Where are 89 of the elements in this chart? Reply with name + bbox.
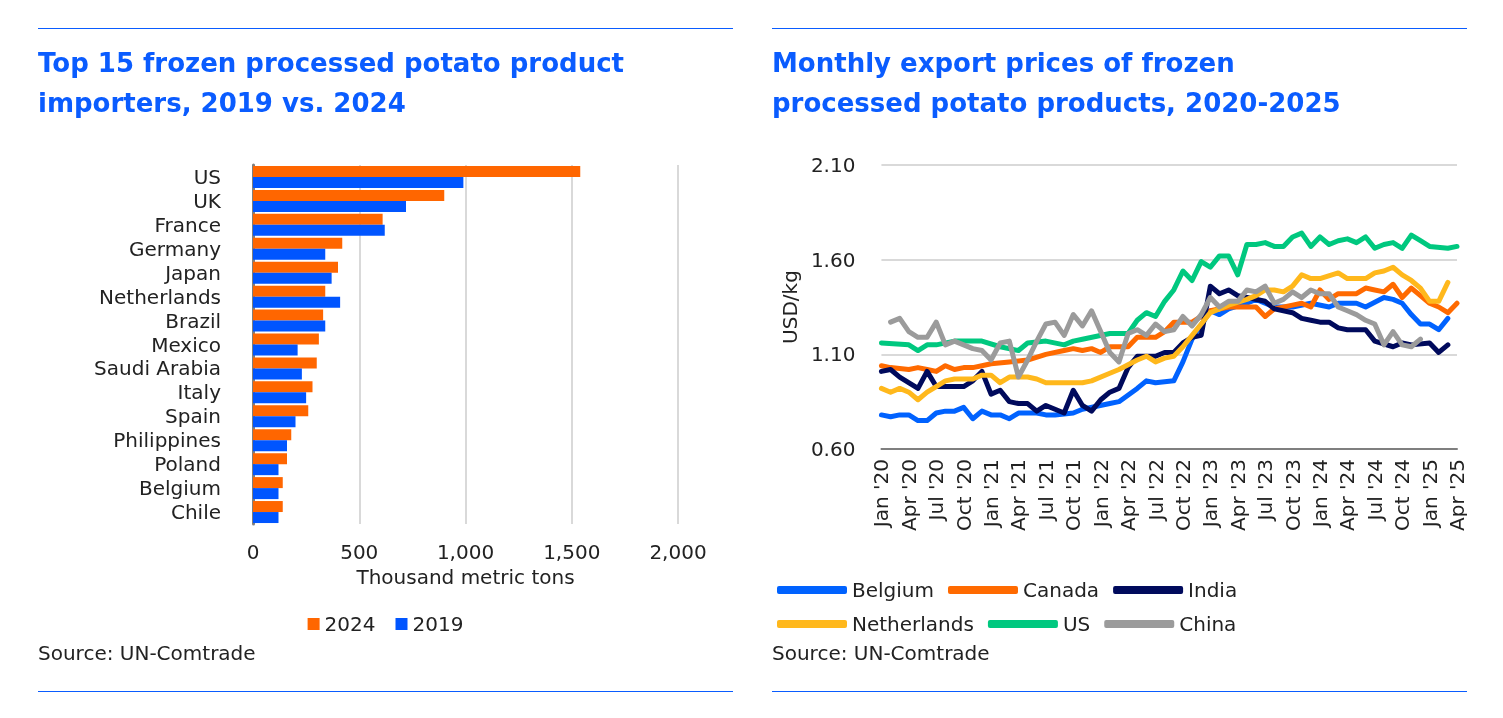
legend-label: 2024 xyxy=(324,612,376,636)
y-tick-label: Netherlands xyxy=(99,284,221,309)
x-tick-label: Jan '23 xyxy=(1198,459,1223,530)
x-tick-label: Jul '23 xyxy=(1253,459,1278,523)
chart-title: Monthly export prices of frozen processed potato products, 2020-2025 xyxy=(772,47,1342,120)
x-tick-label: Jul '20 xyxy=(924,459,949,523)
x-axis-title: Thousand metric tons xyxy=(355,564,575,589)
bar xyxy=(253,237,343,249)
bar xyxy=(253,296,341,308)
legend-label: China xyxy=(1179,612,1237,636)
y-tick-label: 2.10 xyxy=(810,153,856,177)
x-tick-label: Jan '22 xyxy=(1088,459,1113,530)
y-tick-label: Italy xyxy=(177,380,222,405)
bar xyxy=(253,488,279,500)
x-tick-label: 1,000 xyxy=(436,540,495,564)
source-note: Source: UN-Comtrade xyxy=(772,641,990,665)
bar xyxy=(253,285,326,297)
bar xyxy=(253,416,296,428)
y-tick-label: Chile xyxy=(170,500,221,525)
bar xyxy=(253,464,279,476)
x-tick-label: Oct '21 xyxy=(1061,459,1086,531)
bar xyxy=(253,453,287,465)
x-tick-label: Apr '24 xyxy=(1335,459,1360,531)
bar xyxy=(253,512,279,524)
legend-label: Belgium xyxy=(852,578,934,602)
x-tick-label: 1,500 xyxy=(543,540,601,564)
y-tick-label: UK xyxy=(193,188,222,213)
bar xyxy=(253,309,324,321)
legend-label: India xyxy=(1188,578,1238,602)
y-tick-label: Philippines xyxy=(113,428,221,453)
bar xyxy=(253,165,581,177)
y-tick-label: Mexico xyxy=(151,332,221,357)
x-tick-label: Apr '22 xyxy=(1116,459,1141,531)
x-tick-label: Jan '21 xyxy=(979,459,1004,530)
x-tick-label: 500 xyxy=(340,540,379,564)
bar xyxy=(253,344,298,356)
bar xyxy=(253,368,302,380)
y-tick-label: Spain xyxy=(165,404,221,429)
bar xyxy=(253,440,287,452)
y-tick-label: Japan xyxy=(163,260,221,285)
bar xyxy=(253,261,338,273)
bar xyxy=(253,189,445,201)
legend-label: Canada xyxy=(1022,578,1100,602)
bar xyxy=(253,213,383,225)
y-tick-label: Germany xyxy=(129,236,222,261)
x-tick-label: Jul '24 xyxy=(1362,459,1387,523)
x-tick-label: Jan '20 xyxy=(869,459,894,530)
legend-label: 2019 xyxy=(412,612,464,636)
y-tick-label: Belgium xyxy=(139,476,221,501)
bar xyxy=(253,224,385,236)
x-tick-label: Oct '24 xyxy=(1390,459,1415,531)
x-tick-label: Jul '22 xyxy=(1143,459,1168,523)
bar xyxy=(253,248,326,260)
y-tick-label: US xyxy=(193,164,221,189)
chart-title: Top 15 frozen processed potato product importers, 2019 vs. 2024 xyxy=(38,47,625,120)
bar xyxy=(253,333,319,345)
y-tick-label: 1.60 xyxy=(810,247,856,272)
y-tick-label: Brazil xyxy=(165,308,221,333)
x-tick-label: Jan '25 xyxy=(1417,459,1442,530)
bar xyxy=(253,405,309,417)
bar xyxy=(253,392,307,404)
x-tick-label: Oct '23 xyxy=(1280,459,1305,531)
y-tick-label: 0.60 xyxy=(810,437,856,461)
bar xyxy=(253,429,292,441)
x-tick-label: 0 xyxy=(246,540,260,564)
bar xyxy=(253,357,317,369)
legend-label: Netherlands xyxy=(852,612,974,636)
bar xyxy=(253,381,313,393)
y-axis-title: USD/kg xyxy=(778,270,802,344)
bar xyxy=(253,272,332,284)
x-tick-label: Jul '21 xyxy=(1033,459,1058,523)
x-tick-label: Jan '24 xyxy=(1307,459,1332,530)
y-tick-label: Poland xyxy=(154,452,221,477)
x-tick-label: Oct '22 xyxy=(1170,459,1195,531)
bar xyxy=(253,477,283,489)
x-tick-label: Apr '20 xyxy=(896,459,921,531)
legend-label: US xyxy=(1062,612,1091,636)
x-tick-label: Apr '21 xyxy=(1006,459,1031,531)
x-tick-label: 2,000 xyxy=(649,540,707,564)
y-tick-label: 1.10 xyxy=(810,342,856,367)
bar xyxy=(253,501,283,513)
source-note: Source: UN-Comtrade xyxy=(38,641,256,665)
bar xyxy=(253,200,406,212)
bar xyxy=(253,320,326,332)
x-tick-label: Apr '23 xyxy=(1225,459,1250,531)
y-tick-label: France xyxy=(154,212,221,237)
x-tick-label: Oct '20 xyxy=(951,459,976,531)
y-tick-label: Saudi Arabia xyxy=(94,356,221,381)
bar xyxy=(253,176,464,188)
